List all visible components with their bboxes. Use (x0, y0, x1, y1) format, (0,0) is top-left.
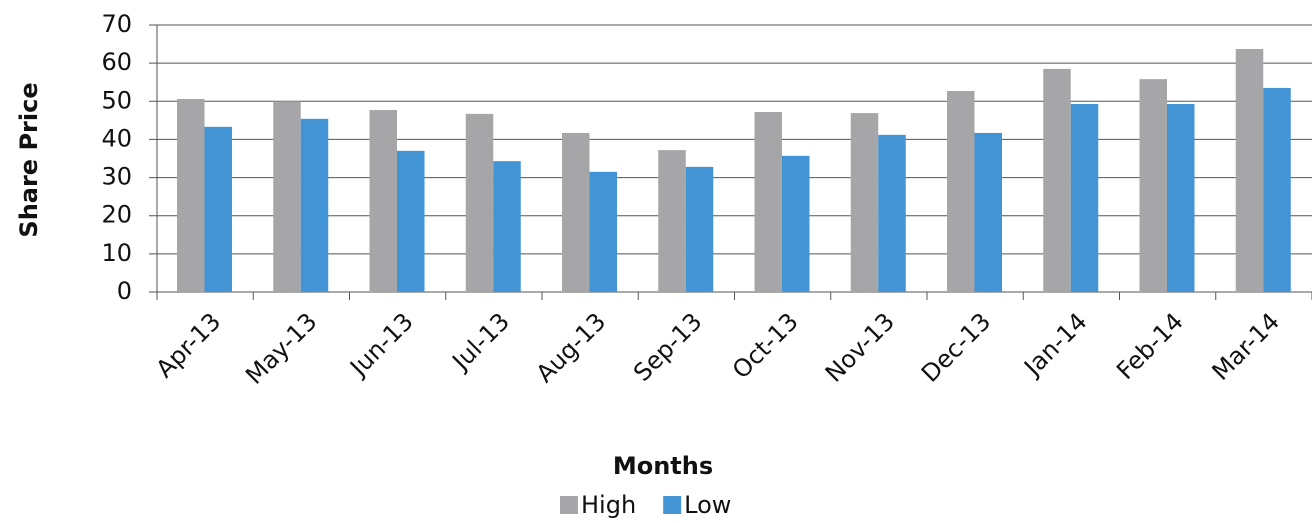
x-tick-label: Feb-14 (1111, 307, 1189, 385)
y-tick-label: 10 (101, 239, 132, 267)
x-tick-label: Jul-13 (446, 307, 515, 376)
x-tick-label: Aug-13 (531, 307, 612, 388)
bar (974, 132, 1002, 292)
bar (878, 134, 906, 292)
bar (782, 155, 810, 292)
legend-label: High (581, 491, 636, 519)
bar (947, 90, 975, 292)
bar (465, 113, 494, 292)
bar (273, 101, 301, 293)
bar (562, 132, 590, 292)
x-tick-label: Apr-13 (151, 307, 227, 383)
bar (658, 150, 686, 292)
bar (493, 161, 521, 292)
bar (1070, 103, 1099, 292)
x-tick-label: Jun-13 (343, 307, 418, 382)
x-tick-label: Mar-14 (1207, 307, 1285, 385)
y-tick-label: 50 (101, 86, 132, 114)
bar (204, 126, 232, 292)
y-axis-label: Share Price (15, 82, 43, 237)
x-tick-label: Oct-13 (727, 307, 804, 384)
x-tick-label: Dec-13 (916, 307, 996, 387)
x-tick-label: Nov-13 (820, 307, 900, 387)
bar (589, 171, 617, 292)
x-tick-label: May-13 (240, 307, 322, 389)
x-tick-label: Sep-13 (628, 307, 708, 387)
y-tick-label: 20 (101, 201, 132, 229)
y-tick-label: 60 (101, 48, 132, 76)
x-tick-label: Jan-14 (1017, 307, 1092, 382)
bar (1263, 87, 1291, 292)
y-tick-label: 40 (101, 124, 132, 152)
legend-label: Low (684, 491, 731, 519)
bar (369, 110, 397, 293)
bar (685, 166, 714, 292)
bar (1167, 103, 1195, 292)
bar (397, 150, 425, 292)
legend-swatch (560, 496, 578, 514)
y-tick-label: 0 (117, 277, 132, 305)
x-axis-label: Months (613, 452, 713, 480)
bar (1139, 79, 1167, 292)
bar (754, 111, 782, 292)
bar (850, 113, 879, 292)
y-tick-label: 30 (101, 163, 132, 191)
bar (1235, 49, 1264, 292)
bar (300, 118, 329, 293)
y-tick-label: 70 (101, 10, 132, 38)
bar (177, 98, 205, 292)
bar (1043, 68, 1071, 292)
legend-swatch (663, 496, 682, 514)
